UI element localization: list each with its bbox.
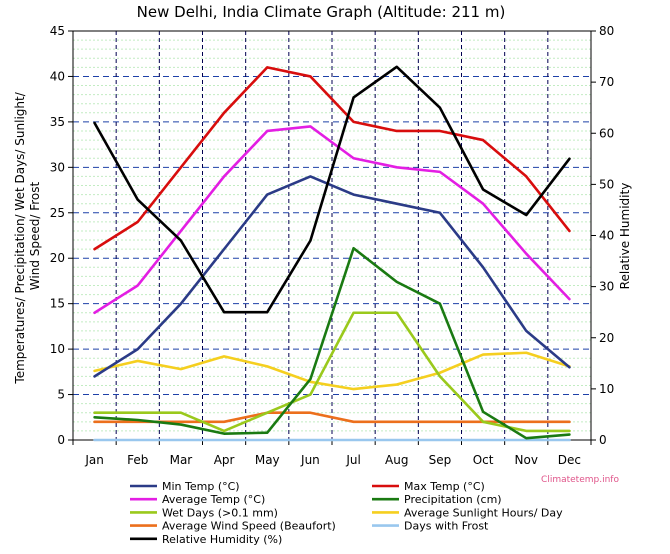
x-tick-label: Mar [170,453,193,467]
series-line-min-temp [93,175,571,378]
legend-label: Max Temp (°C) [404,480,485,493]
legend-item-wet-days: Wet Days (>0.1 mm) [130,506,278,519]
x-tick-label: May [255,453,280,467]
series-line-avg-temp [93,125,571,315]
y-tick-label-left: 25 [50,206,65,220]
series-line-sunlight [93,351,571,391]
legend-label: Average Wind Speed (Beaufort) [162,520,336,533]
legend-label: Average Temp (°C) [162,493,265,506]
series-line-humidity [93,65,571,314]
y-tick-label-right: 30 [599,280,614,294]
y-tick-label-left: 20 [50,251,65,265]
y-tick-label-right: 60 [599,126,614,140]
y-tick-label-right: 20 [599,331,614,345]
y-tick-label-left: 15 [50,297,65,311]
legend-label: Average Sunlight Hours/ Day [404,506,563,519]
y-tick-label-left: 30 [50,160,65,174]
legend-item-precip: Precipitation (cm) [372,493,502,506]
x-tick-label: Aug [385,453,408,467]
chart-title: New Delhi, India Climate Graph (Altitude… [137,3,506,21]
series-line-precip [93,246,571,440]
grid [73,31,591,440]
y-tick-label-left: 40 [50,69,65,83]
series-lines [93,65,571,442]
x-tick-label: Jul [345,453,360,467]
y-axis-label-left-line-1: Temperatures/ Precipitation/ Wet Days/ S… [13,91,27,384]
y-tick-label-right: 40 [599,229,614,243]
y-tick-label-right: 70 [599,75,614,89]
y-tick-label-right: 10 [599,382,614,396]
y-tick-label-left: 35 [50,115,65,129]
x-tick-label: Sep [429,453,452,467]
y-axis-label-left-line-2: Wind Speed/ Frost [28,181,42,290]
legend-item-frost: Days with Frost [372,520,489,533]
legend-item-humidity: Relative Humidity (%) [130,533,282,546]
x-tick-label: Oct [473,453,494,467]
series-line-max-temp [93,66,571,251]
legend-item-avg-temp: Average Temp (°C) [130,493,265,506]
y-tick-label-left: 0 [57,433,65,447]
legend-item-sunlight: Average Sunlight Hours/ Day [372,506,563,519]
legend-item-avg-wind: Average Wind Speed (Beaufort) [130,520,336,533]
legend-item-min-temp: Min Temp (°C) [130,480,240,493]
series-line-avg-wind [93,411,571,424]
x-tick-label: Nov [515,453,538,467]
y-tick-label-right: 0 [599,433,607,447]
y-tick-label-right: 50 [599,177,614,191]
watermark-text: Climatetemp.info [541,475,619,485]
x-tick-label: Apr [214,453,235,467]
series-line-wet-days [93,311,571,433]
y-axis-label-left: Temperatures/ Precipitation/ Wet Days/ S… [13,88,42,384]
x-tick-label: Jun [300,453,320,467]
y-axis-label-right: Relative Humidity [618,183,632,290]
x-tick-label: Dec [558,453,581,467]
legend-item-max-temp: Max Temp (°C) [372,480,485,493]
y-tick-label-right: 80 [599,24,614,38]
legend: Min Temp (°C) Max Temp (°C) Average Temp (… [130,480,563,546]
x-tick-label: Feb [127,453,148,467]
y-tick-label-left: 10 [50,342,65,356]
y-tick-label-left: 5 [57,388,65,402]
legend-label: Relative Humidity (%) [162,533,282,546]
legend-label: Min Temp (°C) [162,480,240,493]
y-tick-label-left: 45 [50,24,65,38]
legend-label: Precipitation (cm) [404,493,502,506]
legend-label: Days with Frost [404,520,489,533]
x-tick-label: Jan [84,453,104,467]
axes: 0 5 10 15 20 25 30 35 40 45 0 10 20 30 40 50 60 70 80 Jan Fe… [50,24,615,467]
legend-label: Wet Days (>0.1 mm) [162,506,278,519]
